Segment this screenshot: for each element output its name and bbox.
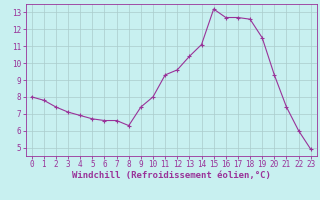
X-axis label: Windchill (Refroidissement éolien,°C): Windchill (Refroidissement éolien,°C) bbox=[72, 171, 271, 180]
